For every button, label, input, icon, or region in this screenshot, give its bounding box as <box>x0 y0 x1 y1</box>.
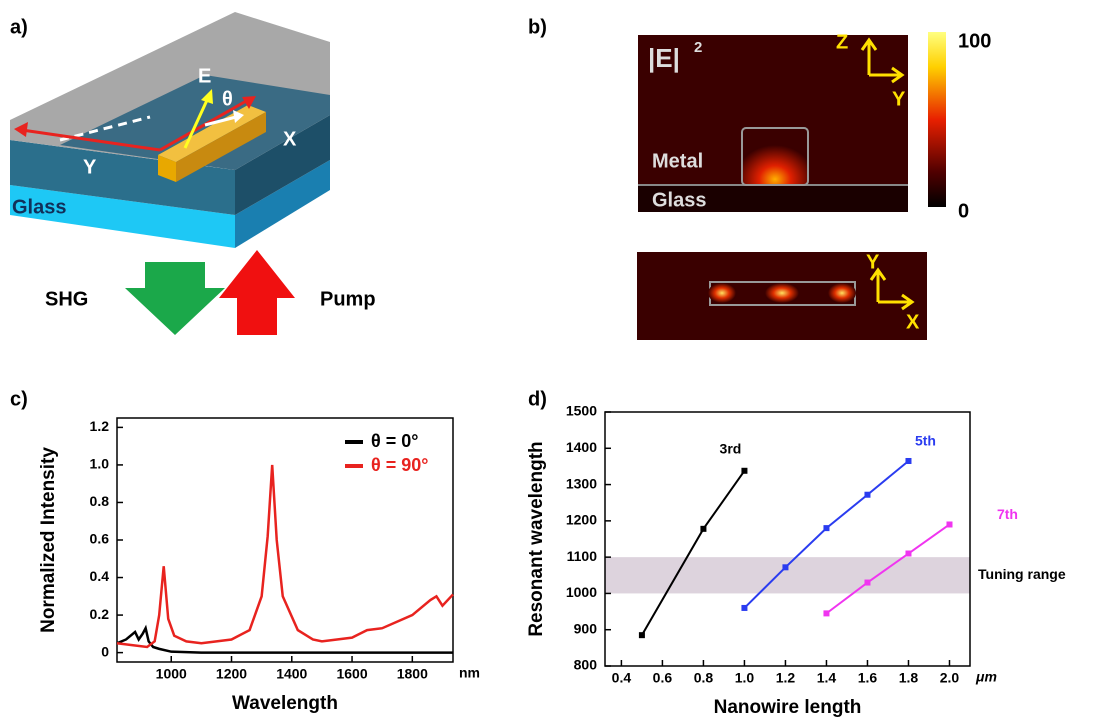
y-tick-label: 800 <box>574 657 598 673</box>
x-tick-label: 1400 <box>276 666 307 682</box>
diagram-label: Metal <box>368 93 419 115</box>
x-tick-label: 1800 <box>397 666 428 682</box>
colorbar-label: 0 <box>958 200 969 222</box>
x-tick-label: 1000 <box>156 666 187 682</box>
point-marker <box>823 525 829 531</box>
x-tick-label: 0.8 <box>694 670 714 686</box>
nanowire-section <box>742 128 808 185</box>
x-axis-label: Wavelength <box>232 693 338 714</box>
field-label: |E| <box>648 43 680 73</box>
y-tick-label: 900 <box>574 620 598 636</box>
region-label: Glass <box>652 189 706 211</box>
band-label: Tuning range <box>978 566 1066 582</box>
x-tick-label: 1.4 <box>817 670 837 686</box>
diagram-label: θ <box>222 88 233 110</box>
x-tick-label: 1600 <box>336 666 367 682</box>
point-marker <box>864 580 870 586</box>
panel-label: b) <box>528 16 547 38</box>
y-tick-label: 1.0 <box>90 456 110 472</box>
diagram-label: E <box>198 65 211 87</box>
x-tick-label: 1200 <box>216 666 247 682</box>
point-marker <box>741 468 747 474</box>
diagram-label: SHG <box>45 288 88 310</box>
y-tick-label: 0.2 <box>90 606 110 622</box>
y-tick-label: 0.4 <box>90 568 110 584</box>
x-tick-label: 1.0 <box>735 670 755 686</box>
y-tick-label: 0.8 <box>90 493 110 509</box>
point-marker <box>905 551 911 557</box>
panel-label: a) <box>10 16 28 38</box>
shg-arrow <box>125 262 225 335</box>
x-tick-label: 1.8 <box>899 670 919 686</box>
panel-label: d) <box>528 388 547 410</box>
diagram-label: Pump <box>320 288 376 310</box>
series-label: 5th <box>915 433 936 449</box>
colorbar-label: 100 <box>958 30 991 52</box>
y-tick-label: 0.6 <box>90 531 110 547</box>
axis-letter: Y <box>892 88 906 110</box>
y-tick-label: 1200 <box>566 512 597 528</box>
point-marker <box>782 564 788 570</box>
axis-letter: Y <box>866 251 880 273</box>
y-tick-label: 0 <box>101 643 109 659</box>
y-axis-label: Resonant wavelength <box>526 441 547 636</box>
point-marker <box>700 526 706 532</box>
y-tick-label: 1000 <box>566 584 597 600</box>
x-unit: μm <box>975 669 997 685</box>
x-tick-label: 2.0 <box>940 670 960 686</box>
axis-letter: Z <box>836 31 848 53</box>
field-lobe <box>828 283 856 303</box>
y-tick-label: 1.2 <box>90 418 110 434</box>
panel-label: c) <box>10 388 28 410</box>
y-tick-label: 1500 <box>566 403 597 419</box>
legend-label: θ = 90° <box>371 455 428 475</box>
series-line <box>117 465 453 647</box>
tuning-band <box>605 557 970 593</box>
x-tick-label: 0.4 <box>612 670 632 686</box>
series-label: 3rd <box>720 440 742 456</box>
x-unit: nm <box>459 665 480 681</box>
field-lobe <box>765 283 799 303</box>
point-marker <box>741 605 747 611</box>
y-tick-label: 1300 <box>566 475 597 491</box>
series-label: 7th <box>997 506 1018 522</box>
series-line <box>117 628 453 652</box>
x-tick-label: 1.6 <box>858 670 878 686</box>
field-power: 2 <box>694 39 702 56</box>
point-marker <box>905 458 911 464</box>
y-tick-label: 1400 <box>566 439 597 455</box>
x-tick-label: 1.2 <box>776 670 796 686</box>
diagram-label: Glass <box>12 196 66 218</box>
point-marker <box>639 632 645 638</box>
pump-arrow <box>219 250 295 335</box>
x-tick-label: 0.6 <box>653 670 673 686</box>
point-marker <box>864 492 870 498</box>
point-marker <box>946 521 952 527</box>
y-axis-label: Normalized Intensity <box>38 447 59 633</box>
figure: a) E θ Metal X Y Glass SHG Pump b) |E| 2… <box>0 0 1107 721</box>
region-label: Metal <box>652 150 703 172</box>
colorbar <box>928 32 946 207</box>
field-lobe <box>708 283 736 303</box>
panel-a <box>10 12 330 335</box>
panel-b <box>637 32 946 340</box>
series-line <box>642 471 745 635</box>
diagram-label: Y <box>83 156 97 178</box>
axis-letter: X <box>906 311 920 333</box>
plot-frame <box>605 412 970 666</box>
x-axis-label: Nanowire length <box>714 697 862 718</box>
y-tick-label: 1100 <box>567 548 598 564</box>
legend-label: θ = 0° <box>371 431 418 451</box>
point-marker <box>823 610 829 616</box>
diagram-label: X <box>283 128 297 150</box>
